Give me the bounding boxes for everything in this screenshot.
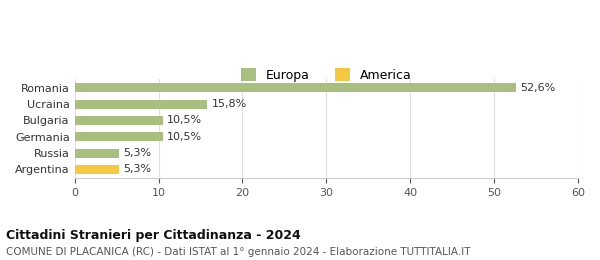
Bar — [74, 83, 516, 92]
Bar — [74, 116, 163, 125]
Legend: Europa, America: Europa, America — [236, 63, 416, 87]
Text: 5,3%: 5,3% — [123, 148, 151, 158]
Text: COMUNE DI PLACANICA (RC) - Dati ISTAT al 1° gennaio 2024 - Elaborazione TUTTITAL: COMUNE DI PLACANICA (RC) - Dati ISTAT al… — [6, 247, 470, 257]
Text: 10,5%: 10,5% — [167, 132, 202, 142]
Text: 52,6%: 52,6% — [520, 83, 556, 93]
Bar — [74, 132, 163, 141]
Text: 5,3%: 5,3% — [123, 165, 151, 174]
Bar — [74, 100, 207, 109]
Bar — [74, 149, 119, 158]
Text: Cittadini Stranieri per Cittadinanza - 2024: Cittadini Stranieri per Cittadinanza - 2… — [6, 229, 301, 242]
Bar — [74, 165, 119, 174]
Text: 10,5%: 10,5% — [167, 115, 202, 126]
Text: 15,8%: 15,8% — [211, 99, 247, 109]
